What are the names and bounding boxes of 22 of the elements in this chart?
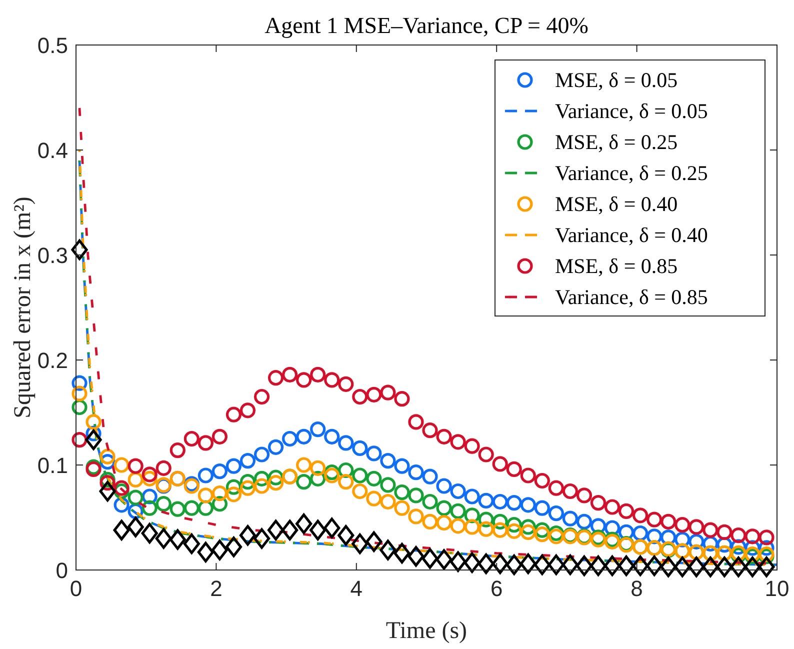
x-tick-label: 8 <box>630 576 643 601</box>
legend-label: Variance, δ = 0.40 <box>555 223 708 247</box>
y-tick-label: 0.2 <box>37 348 68 373</box>
legend-label: MSE, δ = 0.25 <box>555 130 678 154</box>
x-tick-label: 4 <box>350 576 363 601</box>
x-axis-title: Time (s) <box>386 618 468 644</box>
y-tick-label: 0 <box>56 558 68 583</box>
y-tick-label: 0.5 <box>37 33 68 58</box>
y-axis-title: Squared error in x (m²) <box>10 196 36 418</box>
legend-label: MSE, δ = 0.05 <box>555 68 678 92</box>
x-tick-label: 2 <box>210 576 222 601</box>
legend-label: Variance, δ = 0.25 <box>555 161 708 185</box>
legend-label: MSE, δ = 0.85 <box>555 254 678 278</box>
legend-label: Variance, δ = 0.85 <box>555 285 708 309</box>
x-tick-label: 6 <box>490 576 503 601</box>
legend-label: MSE, δ = 0.40 <box>555 192 678 216</box>
y-tick-label: 0.4 <box>37 138 68 163</box>
y-tick-label: 0.1 <box>37 453 68 478</box>
legend-label: Variance, δ = 0.05 <box>555 99 708 123</box>
chart-title: Agent 1 MSE–Variance, CP = 40% <box>264 13 588 38</box>
y-tick-label: 0.3 <box>37 243 68 268</box>
x-tick-label: 10 <box>764 576 790 601</box>
